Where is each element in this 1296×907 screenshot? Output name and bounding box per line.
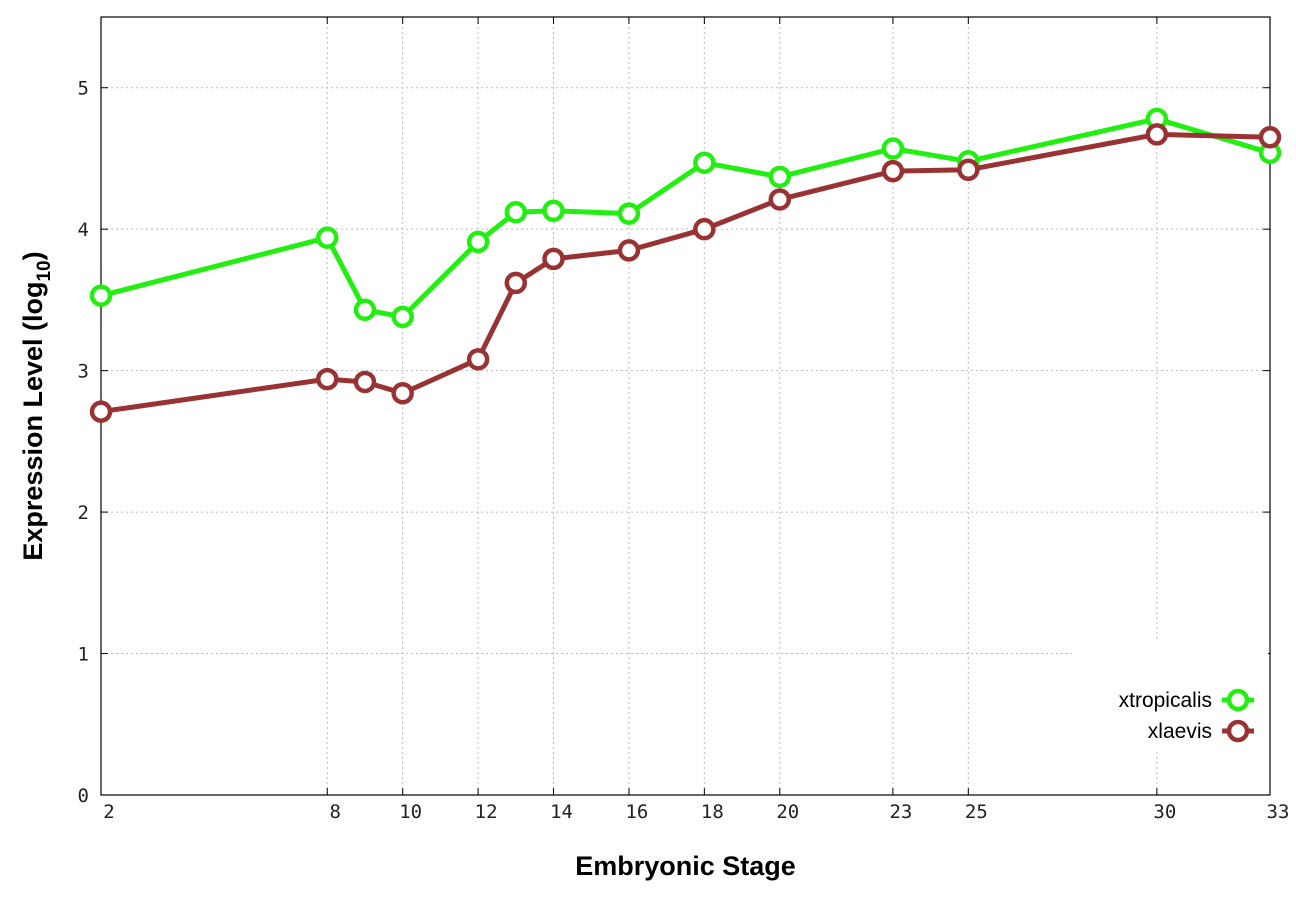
legend-swatch-marker (1226, 688, 1250, 712)
data-point (504, 271, 528, 295)
y-tick-label: 3 (78, 361, 89, 383)
data-point (89, 400, 113, 423)
data-point (1258, 125, 1282, 149)
x-tick-label: 12 (475, 801, 498, 823)
series-xtropicalis (89, 107, 1282, 329)
x-tick-label: 16 (625, 801, 648, 823)
y-axis-title-main: Expression Level (log (18, 282, 48, 561)
data-point (542, 247, 565, 271)
data-point (1145, 123, 1169, 146)
data-point (693, 217, 716, 241)
legend: xtropicalis xlaevis (1072, 642, 1268, 752)
data-point (542, 199, 565, 223)
legend-swatch-marker (1226, 719, 1250, 743)
series-xlaevis (89, 123, 1282, 423)
x-tick-label: 20 (776, 801, 799, 823)
data-point (316, 226, 339, 249)
x-tick-label: 2 (103, 801, 114, 823)
data-point (466, 230, 490, 254)
x-tick-label: 18 (701, 801, 724, 823)
data-point (466, 348, 490, 371)
data-point (353, 298, 377, 322)
data-point (617, 202, 641, 225)
legend-label: xtropicalis (1119, 689, 1212, 712)
x-tick-label: 10 (399, 801, 422, 823)
y-tick-label: 4 (78, 219, 89, 241)
data-point (391, 305, 414, 329)
data-point (391, 382, 414, 405)
x-tick-label: 14 (550, 801, 573, 823)
legend-label: xlaevis (1148, 720, 1212, 743)
data-point (768, 188, 792, 211)
data-point (693, 151, 716, 174)
x-tick-label: 23 (889, 801, 912, 823)
data-point (957, 158, 980, 182)
data-point (617, 239, 641, 262)
y-tick-label: 1 (78, 644, 89, 666)
x-axis-title: Embryonic Stage (575, 851, 796, 881)
y-axis-title: Expression Level (log10) (18, 251, 55, 560)
data-point (881, 159, 905, 183)
data-point (504, 200, 528, 224)
data-point (353, 370, 377, 394)
x-tick-label: 8 (330, 801, 341, 823)
data-point (89, 284, 113, 307)
y-axis-title-close: ) (18, 251, 48, 260)
x-tick-label: 30 (1153, 801, 1176, 823)
y-tick-label: 0 (78, 785, 89, 807)
series-layer (89, 107, 1282, 423)
data-point (768, 165, 792, 189)
data-point (881, 137, 905, 160)
y-tick-label: 5 (78, 78, 89, 100)
x-tick-label: 33 (1267, 801, 1290, 823)
y-tick-label: 2 (78, 502, 89, 524)
data-point (316, 367, 339, 391)
y-axis-title-subscript: 10 (34, 260, 55, 281)
x-tick-label: 25 (965, 801, 988, 823)
